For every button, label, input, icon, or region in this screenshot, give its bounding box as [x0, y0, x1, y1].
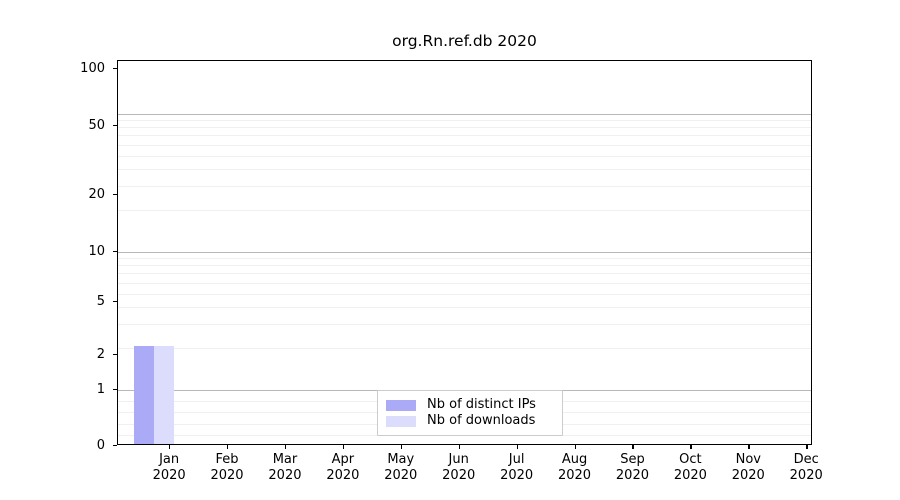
legend-swatch-distinct-ips — [386, 399, 416, 411]
plot-area — [117, 60, 812, 445]
legend-item: Nb of distinct IPs — [386, 397, 554, 413]
x-tick-year: 2020 — [789, 468, 823, 483]
x-tick-mark — [284, 445, 287, 449]
x-tick-mark — [806, 445, 808, 449]
x-tick-month: Jun — [448, 452, 469, 467]
legend-swatch-downloads — [386, 415, 416, 427]
y-tick-label: 10 — [88, 244, 105, 259]
x-tick-label-aug: Aug 2020 — [530, 452, 620, 484]
x-tick-mark — [748, 445, 750, 449]
x-tick-mark — [690, 445, 692, 449]
x-tick-year: 2020 — [210, 468, 244, 483]
y-tick-mark — [113, 125, 117, 127]
x-tick-mark — [227, 445, 229, 449]
y-tick-label: 0 — [96, 438, 105, 453]
x-tick-mark — [632, 445, 634, 449]
bar-distinct-ips-jan — [134, 346, 155, 444]
x-tick-label-may: May 2020 — [356, 452, 446, 484]
x-tick-label-feb: Feb 2020 — [182, 452, 272, 484]
gridline — [118, 135, 811, 137]
gridline — [118, 252, 811, 253]
gridline — [118, 210, 811, 212]
x-tick-month: Dec — [793, 452, 819, 467]
gridline — [118, 293, 811, 295]
x-tick-year: 2020 — [268, 468, 302, 483]
gridline — [118, 306, 811, 308]
legend-item: Nb of downloads — [386, 413, 554, 429]
y-tick-mark — [113, 389, 117, 391]
x-tick-mark — [516, 445, 518, 449]
x-tick-label-mar: Mar 2020 — [240, 452, 330, 484]
chart-legend: Nb of distinct IPs Nb of downloads — [377, 390, 563, 436]
gridline — [118, 265, 811, 267]
gridline — [118, 258, 811, 260]
x-tick-mark — [458, 445, 460, 449]
x-tick-year: 2020 — [326, 468, 360, 483]
x-tick-year: 2020 — [557, 468, 592, 483]
x-tick-label-jun: Jun 2020 — [414, 452, 504, 484]
x-tick-month: Sep — [620, 452, 645, 467]
gridline — [118, 127, 811, 129]
x-tick-label-nov: Nov 2020 — [703, 452, 793, 484]
x-tick-month: Mar — [272, 452, 298, 467]
y-tick-mark — [113, 354, 117, 356]
legend-label-downloads: Nb of downloads — [427, 413, 536, 428]
x-tick-label-jan: Jan 2020 — [124, 452, 214, 484]
legend-label-distinct-ips: Nb of distinct IPs — [427, 397, 536, 412]
gridline — [118, 348, 811, 350]
x-tick-month: May — [387, 452, 415, 467]
x-tick-month: Apr — [331, 452, 355, 467]
gridline — [118, 273, 811, 275]
x-tick-mark — [169, 445, 171, 449]
gridline — [118, 120, 811, 122]
x-tick-year: 2020 — [384, 468, 418, 483]
x-tick-mark — [574, 445, 576, 449]
x-tick-year: 2020 — [152, 468, 186, 483]
x-tick-year: 2020 — [615, 468, 649, 483]
gridline — [118, 155, 811, 157]
x-tick-month: Aug — [561, 452, 588, 467]
y-tick-mark — [113, 194, 117, 196]
x-tick-month: Oct — [679, 452, 702, 467]
gridline — [118, 114, 811, 115]
chart-title: org.Rn.ref.db 2020 — [392, 32, 537, 50]
y-axis: 0 1 2 5 10 20 50 100 — [0, 0, 105, 500]
y-tick-mark — [113, 68, 117, 70]
y-tick-label: 1 — [96, 382, 105, 397]
x-tick-year: 2020 — [500, 468, 534, 483]
x-tick-label-jul: Jul 2020 — [472, 452, 562, 484]
x-tick-label-apr: Apr 2020 — [298, 452, 388, 484]
x-tick-year: 2020 — [731, 468, 765, 483]
x-tick-year: 2020 — [442, 468, 476, 483]
bar-downloads-jan — [154, 346, 175, 444]
y-tick-label: 20 — [88, 187, 105, 202]
gridline — [118, 186, 811, 188]
gridline — [118, 144, 811, 146]
y-tick-label: 5 — [96, 294, 105, 309]
gridline — [118, 168, 811, 170]
y-tick-label: 100 — [80, 61, 105, 76]
gridline — [118, 324, 811, 326]
y-tick-mark — [113, 445, 117, 447]
x-tick-month: Nov — [735, 452, 761, 467]
x-tick-year: 2020 — [673, 468, 707, 483]
y-tick-mark — [113, 301, 117, 303]
x-tick-month: Jul — [508, 452, 525, 467]
x-tick-mark — [342, 445, 345, 449]
x-tick-label-oct: Oct 2020 — [645, 452, 735, 484]
y-tick-mark — [113, 251, 117, 253]
y-tick-label: 2 — [96, 347, 105, 362]
x-tick-month: Jan — [159, 452, 180, 467]
x-tick-month: Feb — [215, 452, 239, 467]
bars-layer — [118, 61, 811, 444]
x-tick-label-dec: Dec 2020 — [761, 452, 851, 484]
x-tick-label-sep: Sep 2020 — [587, 452, 677, 484]
y-tick-label: 50 — [88, 118, 105, 133]
gridline — [118, 282, 811, 284]
x-tick-mark — [400, 445, 403, 449]
